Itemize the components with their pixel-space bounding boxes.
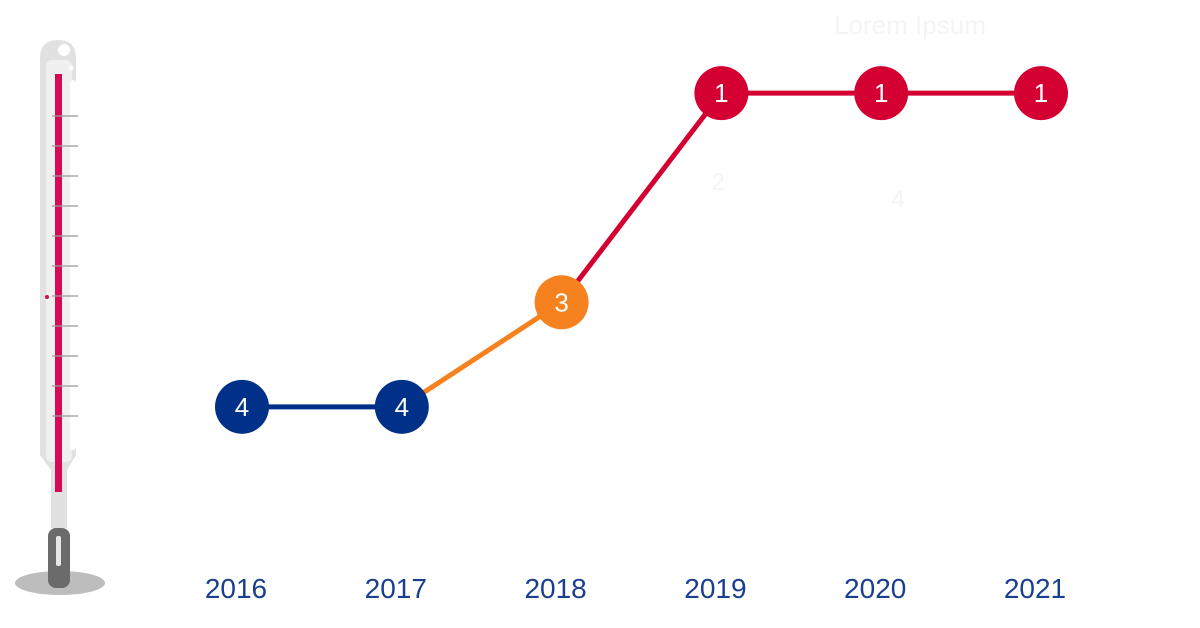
ghost-text-group: Lorem Ipsum 2 4 4 — [556, 10, 986, 340]
ghost-label: 2 — [711, 169, 724, 196]
x-tick-label: 2017 — [365, 573, 427, 604]
data-point-label: 1 — [874, 78, 888, 108]
data-markers: 4 4 3 1 1 1 — [215, 66, 1068, 434]
data-point-label: 1 — [714, 78, 728, 108]
ghost-header: Lorem Ipsum — [834, 10, 986, 40]
line-segments — [239, 90, 1044, 410]
x-tick-label: 2020 — [844, 573, 906, 604]
x-tick-label: 2019 — [684, 573, 746, 604]
data-point-label: 4 — [235, 392, 249, 422]
data-point-marker — [694, 66, 749, 121]
x-axis-labels: 2016 2017 2018 2019 2020 2021 — [205, 573, 1066, 604]
ghost-label: 4 — [891, 186, 904, 213]
data-point-marker — [854, 66, 909, 121]
data-point-label: 4 — [395, 392, 409, 422]
x-tick-label: 2018 — [524, 573, 586, 604]
data-point-marker — [215, 379, 269, 434]
line-segment — [399, 299, 565, 410]
data-point-marker — [374, 379, 429, 434]
x-tick-label: 2021 — [1004, 573, 1066, 604]
data-point-marker — [1014, 66, 1068, 121]
data-point-marker — [534, 275, 589, 330]
data-point-label: 3 — [554, 287, 568, 317]
thermometer-icon — [15, 40, 105, 595]
data-point-label: 1 — [1034, 78, 1048, 108]
x-tick-label: 2016 — [205, 573, 267, 604]
line-segment — [559, 90, 724, 305]
